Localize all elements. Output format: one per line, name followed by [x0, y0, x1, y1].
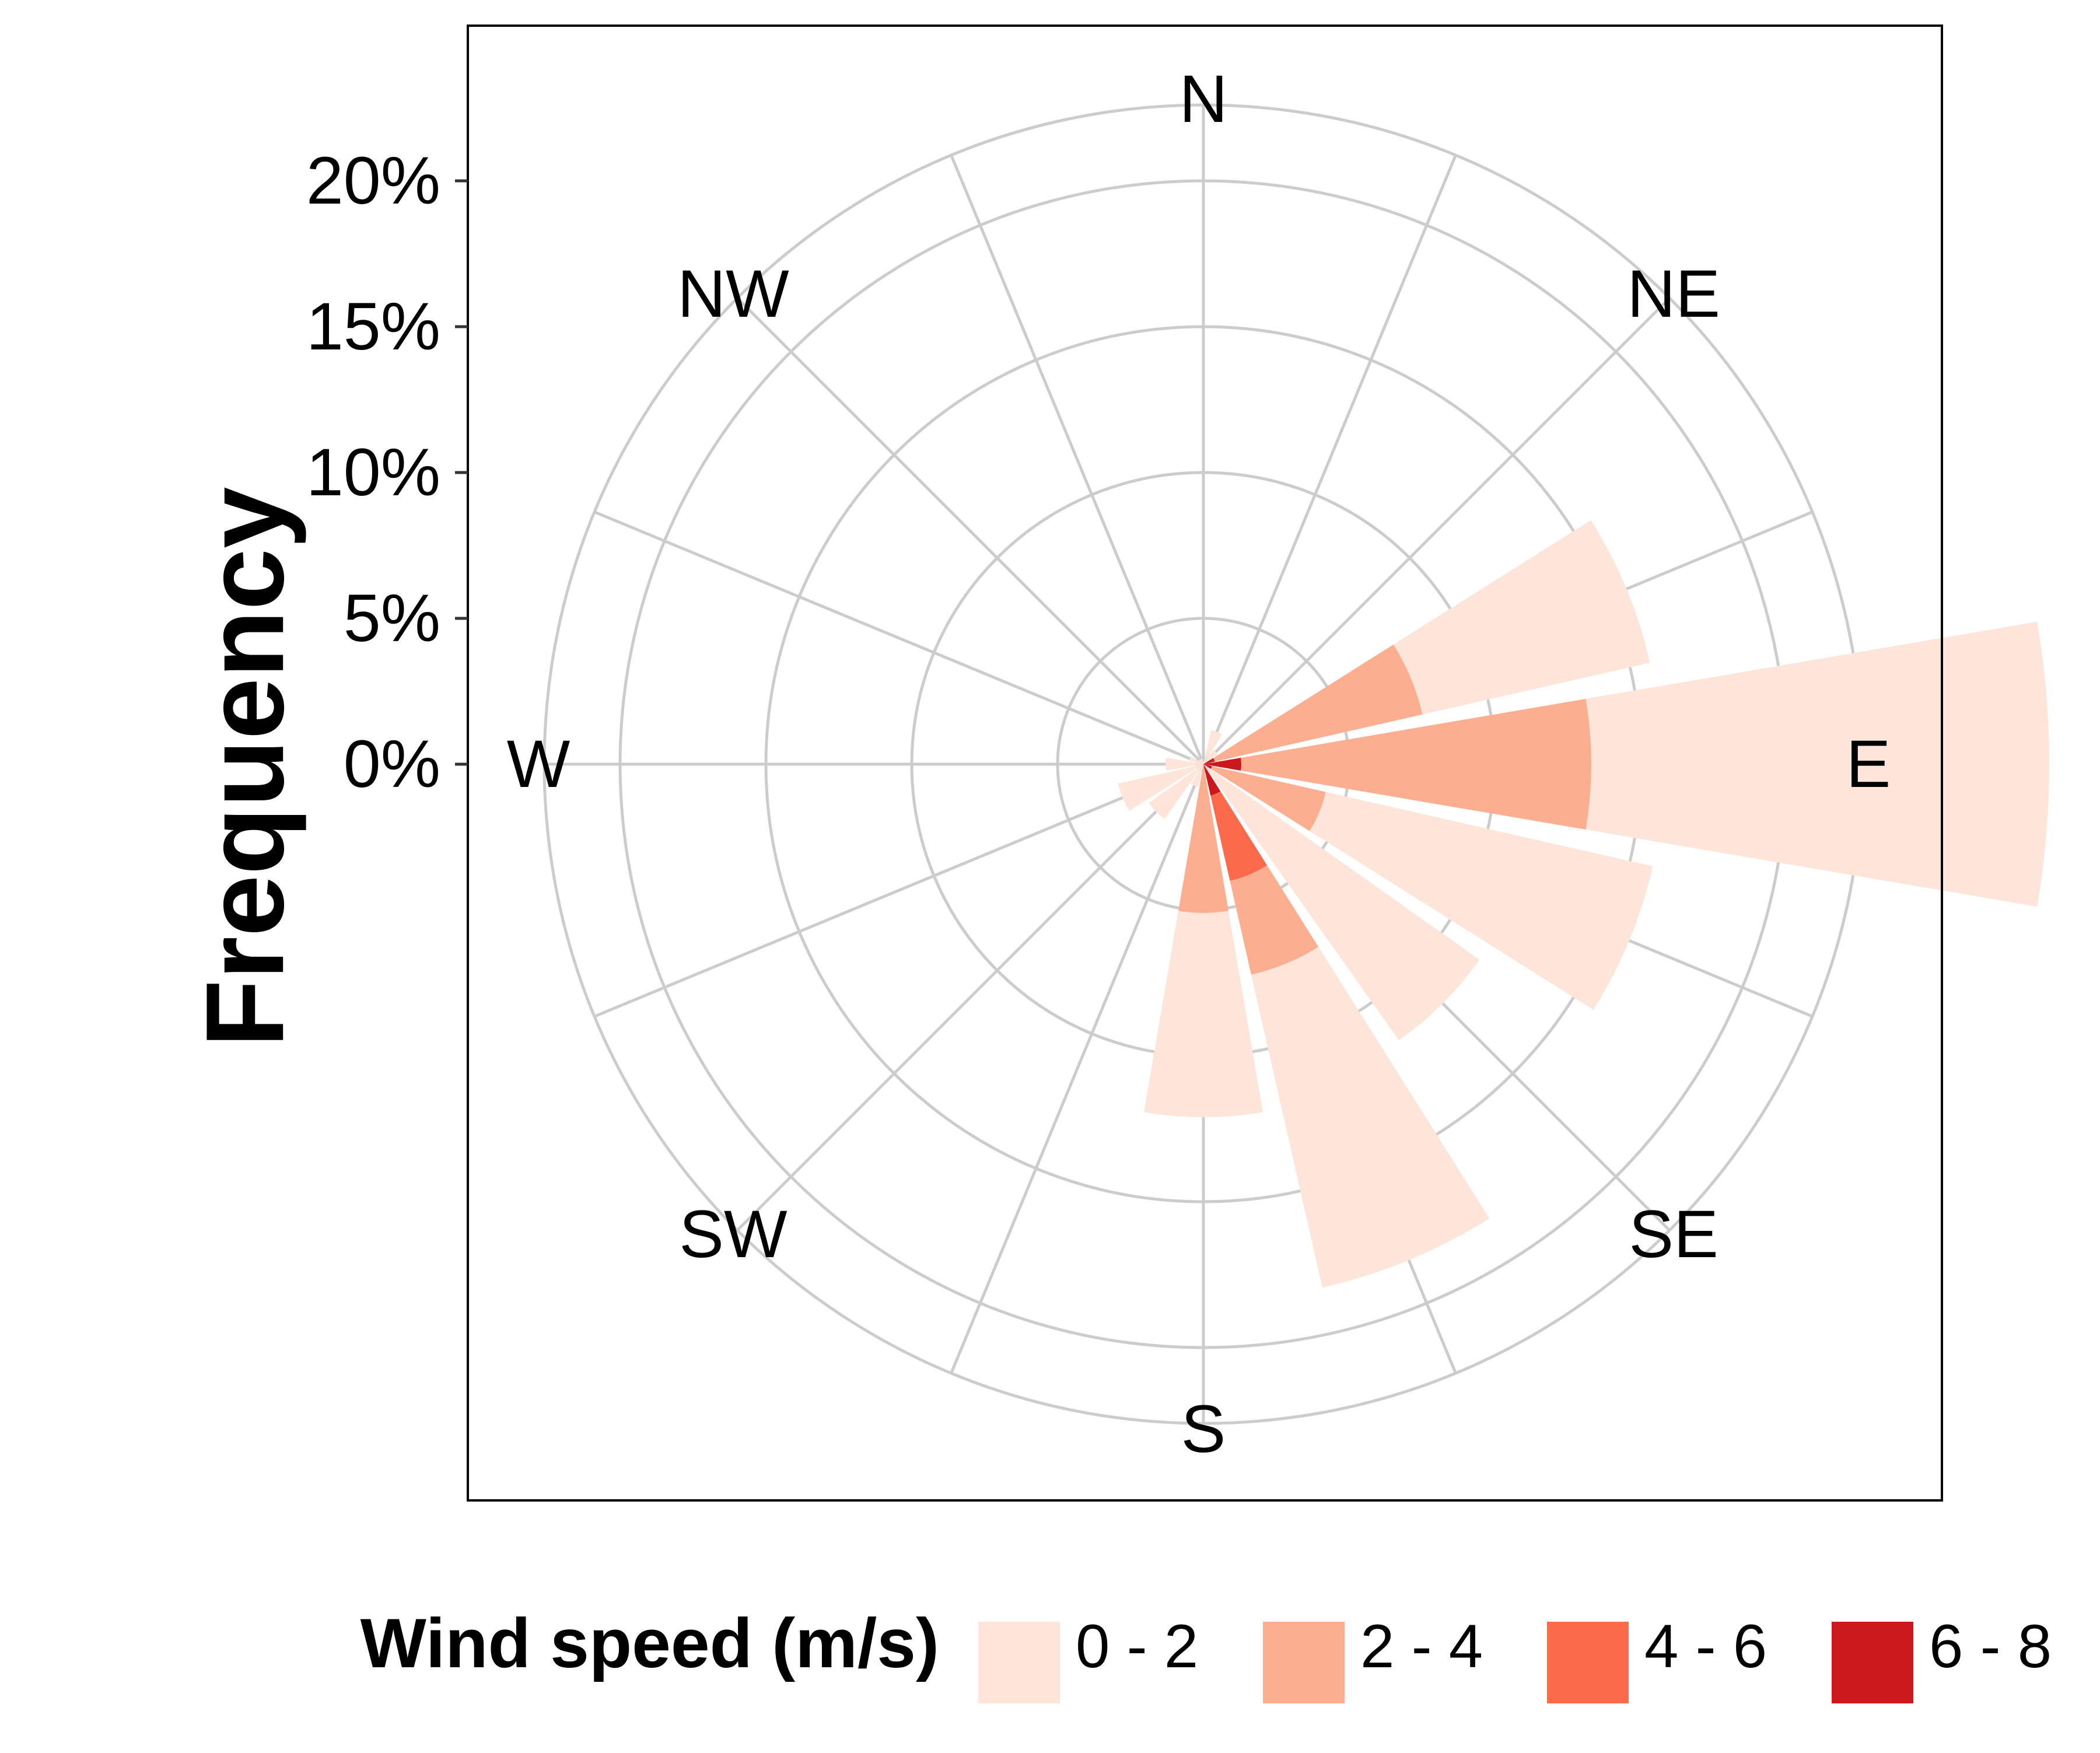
y-axis-label: Frequency — [183, 487, 307, 1048]
bar-segment — [1198, 759, 1203, 764]
compass-label: N — [1179, 62, 1227, 137]
bar-segment — [1241, 698, 1591, 830]
radial-axis: 0% 5% 10% 15% 20% — [306, 144, 468, 802]
bar-segment — [1393, 520, 1650, 715]
compass-label: W — [507, 727, 570, 802]
axis-tick-label: 5% — [344, 581, 440, 656]
legend-title: Wind speed (m/s) — [360, 1604, 939, 1682]
compass-label: E — [1846, 727, 1891, 802]
compass-labels: N NE E SE S SW W NW — [507, 62, 1891, 1467]
bar-segment — [1191, 764, 1203, 788]
legend-key — [1832, 1622, 1913, 1703]
bar-segment — [1210, 791, 1268, 881]
compass-label: NE — [1627, 257, 1720, 331]
compass-label: NW — [677, 257, 789, 331]
bar-segment — [1149, 764, 1203, 819]
axis-tick-label: 0% — [344, 727, 440, 802]
axis-tick-label: 10% — [306, 435, 440, 510]
bar-segment — [1166, 758, 1203, 771]
bar-segment — [1178, 764, 1228, 913]
grid-spoke — [736, 297, 1205, 765]
bar-segment — [1189, 756, 1203, 764]
grid-spoke — [594, 510, 1204, 766]
grid-spoke — [950, 155, 1205, 765]
bar-segment — [1203, 764, 1212, 769]
grid-spoke — [1202, 155, 1457, 765]
bar-segment — [1210, 766, 1326, 831]
bar-segment — [1203, 764, 1480, 1041]
grid-spoke — [950, 764, 1205, 1374]
bar-segment — [1200, 758, 1203, 764]
axis-tick-label: 15% — [306, 289, 440, 364]
legend-key — [1547, 1622, 1629, 1703]
bar-segment — [1203, 730, 1222, 764]
compass-label: SW — [679, 1197, 788, 1272]
wind-bars — [1118, 520, 2049, 1288]
bar-segment — [1213, 644, 1423, 762]
bar-segment — [1203, 764, 1221, 796]
bar-segment — [1203, 761, 1204, 764]
legend-label: 6 - 8 — [1929, 1612, 2052, 1681]
legend-label: 2 - 4 — [1360, 1612, 1483, 1681]
bar-segment — [1203, 750, 1218, 764]
grid-spoke — [736, 763, 1205, 1231]
legend-label: 0 - 2 — [1076, 1612, 1198, 1681]
bar-segment — [1144, 911, 1263, 1117]
bar-segment — [1309, 792, 1653, 1010]
legend-key — [1263, 1622, 1345, 1703]
grid-spoke — [594, 762, 1204, 1018]
bar-segment — [1203, 758, 1241, 771]
bar-segment — [1251, 947, 1490, 1288]
legend-key — [978, 1622, 1060, 1703]
grid-spoke — [1202, 297, 1671, 765]
bar-segment — [1203, 758, 1215, 764]
compass-label: SE — [1629, 1197, 1718, 1272]
legend: Wind speed (m/s) 0 - 2 2 - 4 4 - 6 6 - 8 — [360, 1604, 2052, 1703]
axis-tick-label: 20% — [306, 144, 440, 218]
bar-segment — [1118, 764, 1203, 811]
legend-label: 4 - 6 — [1644, 1612, 1767, 1681]
compass-label: S — [1181, 1392, 1226, 1467]
bar-segment — [1586, 621, 2049, 907]
bar-segment — [1230, 865, 1319, 975]
